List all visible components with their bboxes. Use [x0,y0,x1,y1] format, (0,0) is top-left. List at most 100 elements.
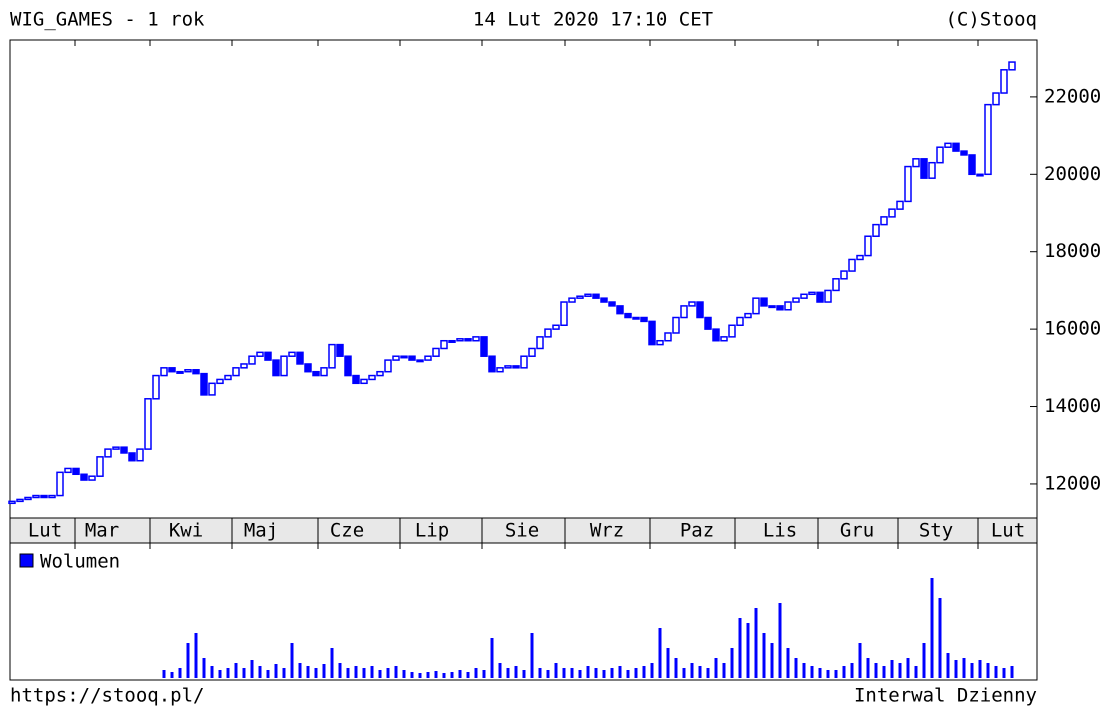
candle [272,359,280,377]
volume-bar [538,668,542,678]
candle [952,142,960,152]
candle [824,289,832,303]
volume-bar [722,663,726,678]
volume-bar [322,664,326,678]
candle [760,297,768,307]
candle [680,305,688,319]
candle [480,336,488,357]
volume-bar [370,666,374,678]
candle [312,370,320,377]
candle [336,343,344,357]
candle [840,270,848,280]
candle [152,374,160,400]
legend-swatch [19,553,34,568]
volume-bar [162,670,166,678]
candle [440,339,448,350]
volume-bar [658,628,662,678]
candle [168,367,176,373]
candle [744,312,752,319]
candle [552,324,560,330]
volume-bar [226,668,230,678]
volume-bar [746,623,750,678]
volume-bar [674,658,678,678]
volume-bar [754,608,758,678]
candle [1000,69,1008,94]
volume-bar [618,666,622,678]
volume-bar [954,660,958,678]
x-tick-label: Lut [28,520,62,542]
candle [184,369,192,373]
candle [632,316,640,320]
volume-bar [218,670,222,678]
candle [376,370,384,377]
x-tick-label: Sie [505,520,539,542]
candle [64,467,72,474]
candle [968,154,976,176]
x-tick-label: Cze [330,520,364,542]
volume-bar [450,672,454,678]
month-band [9,517,1038,544]
x-tick-label: Mar [85,520,119,542]
x-tick-label: Paz [680,520,714,542]
volume-bar [290,643,294,678]
candle [408,355,416,361]
volume-bar [314,668,318,678]
candle [192,369,200,375]
volume-bar [682,668,686,678]
volume-bar [874,663,878,678]
candle [608,301,616,307]
candle [816,291,824,303]
candle [784,301,792,311]
candle [160,367,168,377]
candle [224,374,232,381]
volume-bar [570,668,574,678]
volume-bar [666,648,670,678]
volume-bar [474,668,478,678]
candle [600,297,608,303]
volume-bar [810,666,814,678]
candle [120,446,128,454]
candle [368,374,376,381]
volume-bar [978,660,982,678]
volume-bar [426,672,430,678]
candle [640,316,648,323]
y-tick-label: 20000 [1044,163,1101,185]
candle [248,355,256,365]
volume-bar [194,633,198,678]
candle [256,351,264,357]
volume-bar [714,658,718,678]
volume-bar [970,663,974,678]
candle [72,467,80,476]
candle [944,142,952,148]
candle [960,150,968,156]
volume-bar [490,638,494,678]
candle [240,363,248,369]
candle [48,494,56,499]
volume-bar [594,668,598,678]
volume-bar [482,670,486,678]
volume-bar [498,663,502,678]
volume-bar [826,670,830,678]
volume-bar [634,668,638,678]
volume-bar [410,672,414,678]
candle [304,363,312,373]
volume-bar [578,670,582,678]
volume-bar [914,666,918,678]
volume-bar [274,664,278,678]
volume-bar [818,668,822,678]
candle [112,446,120,450]
x-tick-label: Lip [415,520,449,542]
volume-bar [962,658,966,678]
candle [776,305,784,311]
candle [104,448,112,458]
y-tick-label: 16000 [1044,318,1101,340]
candle [400,355,408,359]
volume-bar [338,663,342,678]
candle [792,297,800,303]
candle [768,305,776,309]
volume-bar [458,670,462,678]
candle [1008,61,1016,71]
volume-bar [506,668,510,678]
volume-bar [234,663,238,678]
candle [384,359,392,373]
